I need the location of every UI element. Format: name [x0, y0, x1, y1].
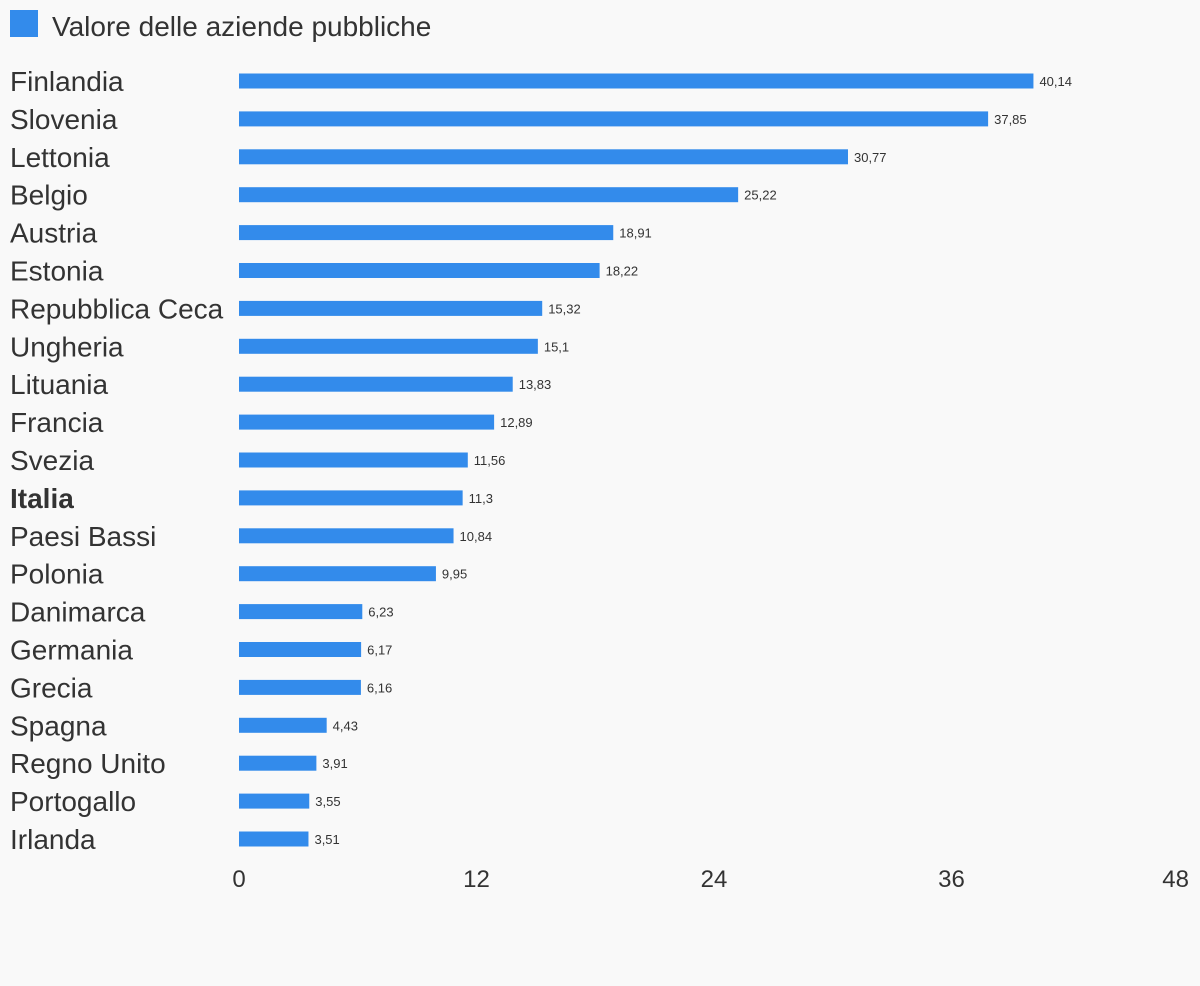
x-tick-label-36: 36: [938, 866, 965, 893]
category-label-ungheria: Ungheria: [10, 331, 124, 362]
category-label-spagna: Spagna: [10, 710, 107, 741]
value-label-ungheria: 15,1: [544, 339, 569, 354]
bar-francia: [239, 414, 495, 430]
bar-irlanda: [239, 831, 309, 847]
category-label-finlandia: Finlandia: [10, 66, 124, 97]
bar-grecia: [239, 679, 361, 695]
value-label-francia: 12,89: [500, 415, 533, 430]
bar-lettonia: [239, 149, 848, 165]
category-label-lettonia: Lettonia: [10, 142, 110, 173]
value-label-spagna: 4,43: [333, 718, 358, 733]
bar-ungheria: [239, 338, 538, 354]
x-axis-ticks: 0 12 24 36 48: [232, 866, 1189, 893]
bar-austria: [239, 225, 614, 241]
value-label-svezia: 11,56: [474, 453, 506, 468]
category-label-portogallo: Portogallo: [10, 786, 136, 817]
category-label-lituania: Lituania: [10, 369, 109, 400]
x-tick-label-24: 24: [701, 866, 728, 893]
value-label-austria: 18,91: [619, 226, 652, 241]
value-label-regno-unito: 3,91: [322, 756, 347, 771]
category-label-estonia: Estonia: [10, 256, 104, 287]
value-label-portogallo: 3,55: [315, 794, 340, 809]
category-label-polonia: Polonia: [10, 559, 104, 590]
x-tick-label-48: 48: [1162, 866, 1189, 893]
category-label-austria: Austria: [10, 218, 98, 249]
value-labels: 40,14 37,85 30,77 25,22 18,91 18,22 15,32 15,1 1…: [314, 74, 1072, 847]
legend-label: Valore delle aziende pubbliche: [52, 11, 431, 42]
category-label-germania: Germania: [10, 635, 133, 666]
bar-finlandia: [239, 73, 1034, 89]
category-label-paesi-bassi: Paesi Bassi: [10, 521, 156, 552]
bar-portogallo: [239, 793, 310, 809]
value-label-italia: 11,3: [469, 491, 493, 506]
category-label-belgio: Belgio: [10, 180, 88, 211]
x-tick-label-0: 0: [232, 866, 245, 893]
bars: [239, 73, 1034, 847]
bar-regno-unito: [239, 755, 317, 771]
x-tick-label-12: 12: [463, 866, 490, 893]
value-label-irlanda: 3,51: [314, 832, 339, 847]
category-labels: Finlandia Slovenia Lettonia Belgio Austria Es…: [10, 66, 224, 855]
value-label-paesi-bassi: 10,84: [460, 529, 493, 544]
category-label-repubblica-ceca: Repubblica Ceca: [10, 293, 224, 324]
value-label-finlandia: 40,14: [1039, 74, 1072, 89]
bar-germania: [239, 642, 362, 657]
value-label-danimarca: 6,23: [368, 605, 393, 620]
value-label-estonia: 18,22: [606, 264, 639, 279]
value-label-repubblica-ceca: 15,32: [548, 301, 581, 316]
category-label-slovenia: Slovenia: [10, 104, 118, 135]
bar-danimarca: [239, 604, 363, 620]
bar-slovenia: [239, 111, 989, 127]
bar-paesi-bassi: [239, 528, 454, 544]
bar-spagna: [239, 717, 327, 733]
legend-swatch: [10, 10, 38, 37]
category-label-italia: Italia: [10, 483, 74, 514]
value-label-polonia: 9,95: [442, 567, 467, 582]
category-label-danimarca: Danimarca: [10, 597, 146, 628]
legend: Valore delle aziende pubbliche: [10, 10, 431, 42]
value-label-lituania: 13,83: [519, 377, 552, 392]
bar-repubblica-ceca: [239, 300, 543, 316]
bar-belgio: [239, 187, 739, 203]
value-label-belgio: 25,22: [744, 188, 777, 203]
category-label-regno-unito: Regno Unito: [10, 748, 166, 779]
value-label-germania: 6,17: [367, 643, 392, 658]
value-label-slovenia: 37,85: [994, 112, 1027, 127]
bar-svezia: [239, 452, 468, 468]
category-label-irlanda: Irlanda: [10, 824, 96, 855]
bar-lituania: [239, 376, 513, 392]
bar-polonia: [239, 566, 436, 582]
bar-estonia: [239, 263, 600, 278]
category-label-francia: Francia: [10, 407, 104, 438]
category-label-svezia: Svezia: [10, 445, 94, 476]
bar-italia: [239, 490, 463, 506]
value-label-grecia: 6,16: [367, 680, 392, 695]
category-label-grecia: Grecia: [10, 672, 93, 703]
value-label-lettonia: 30,77: [854, 150, 887, 165]
